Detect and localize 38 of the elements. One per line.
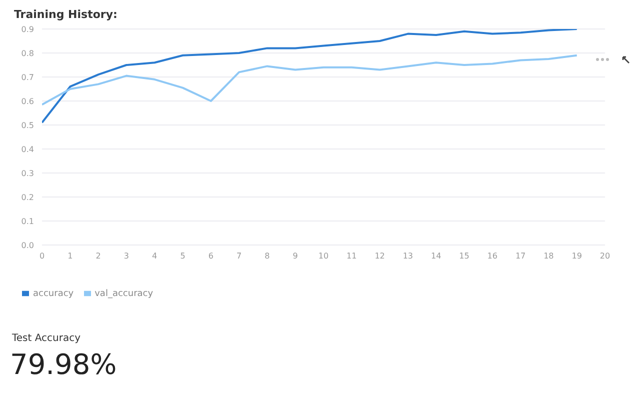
x-tick-label: 9 — [292, 252, 298, 261]
line-series — [42, 54, 578, 106]
x-tick-label: 19 — [572, 252, 582, 261]
line-series — [42, 29, 578, 124]
text: Test Accuracy — [12, 333, 82, 344]
y-tick-label: 0.7 — [21, 72, 34, 82]
y-tick-label: 0.0 — [21, 240, 34, 250]
y-tick-label: 0.2 — [21, 192, 34, 202]
x-tick-label: 16 — [487, 252, 498, 261]
x-tick-label: 8 — [264, 252, 270, 261]
x-tick-label: 10 — [318, 252, 329, 261]
x-tick-label: 5 — [180, 252, 186, 261]
x-tick-label: 6 — [208, 252, 214, 261]
x-tick-label: 2 — [96, 252, 101, 261]
x-tick-label: 4 — [152, 252, 158, 261]
y-tick-label: 0.4 — [21, 144, 34, 154]
x-tick-label: 0 — [39, 252, 45, 261]
x-tick-label: 3 — [124, 252, 129, 261]
y-tick-label: 0.5 — [21, 120, 34, 130]
x-tick-label: 14 — [431, 252, 442, 261]
legend-label: accuracy — [33, 289, 74, 299]
legend-label: val_accuracy — [94, 289, 154, 299]
x-tick-label: 1 — [68, 252, 73, 261]
x-tick-label: 17 — [515, 252, 526, 261]
x-tick-label: 13 — [402, 252, 414, 261]
x-tick-label: 15 — [459, 252, 470, 261]
y-tick-label: 0.6 — [21, 96, 34, 106]
y-tick-label: 0.9 — [21, 24, 34, 34]
y-tick-label: 0.1 — [21, 216, 34, 226]
text: 79.98% — [10, 348, 118, 381]
x-tick-label: 12 — [374, 252, 385, 261]
x-tick-label: 11 — [346, 252, 357, 261]
chart-title: Training History: — [14, 8, 118, 21]
y-tick-label: 0.3 — [21, 168, 34, 178]
x-tick-label: 20 — [600, 252, 610, 261]
x-tick-label: 18 — [544, 252, 554, 261]
x-tick-label: 7 — [236, 252, 242, 261]
y-tick-label: 0.8 — [21, 48, 34, 58]
